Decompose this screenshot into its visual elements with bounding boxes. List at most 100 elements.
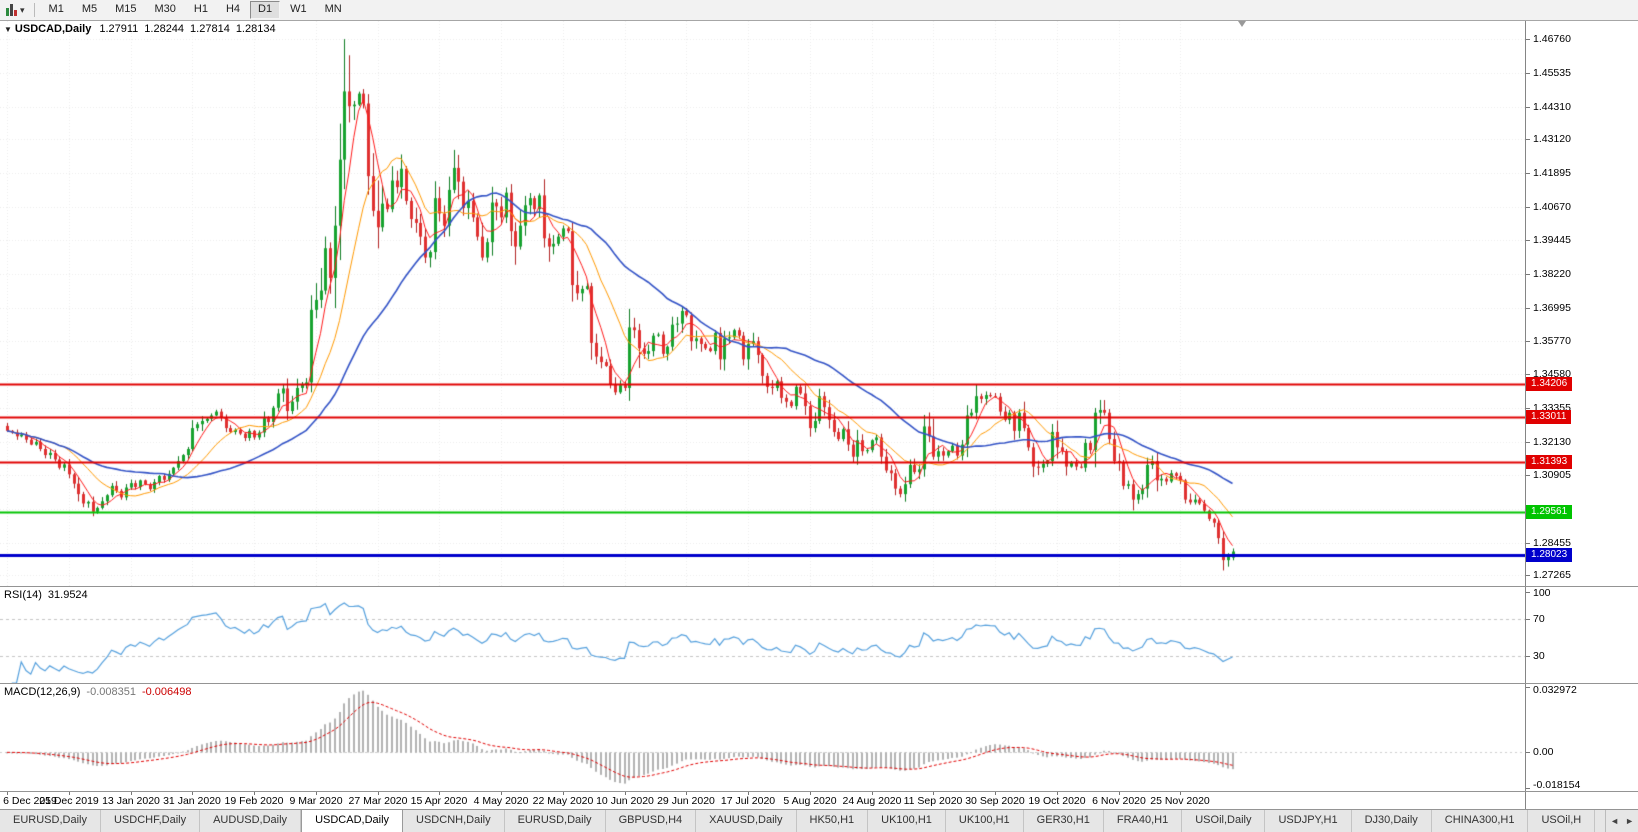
date-axis-label: 31 Jan 2020 (163, 795, 221, 807)
rsi-scale-tick (1526, 656, 1530, 657)
date-axis-tick (131, 792, 132, 795)
date-axis-label: 25 Nov 2020 (1150, 795, 1210, 807)
date-axis-tick (563, 792, 564, 795)
timeframe-button-mn[interactable]: MN (324, 3, 342, 15)
price-axis-tick (1526, 173, 1530, 174)
chart-tab-usdcad-daily[interactable]: USDCAD,Daily (301, 810, 404, 832)
date-axis-tick (1180, 792, 1181, 795)
chart-tab-usoil-h[interactable]: USOil,H (1528, 810, 1596, 832)
price-axis-tick (1526, 39, 1530, 40)
date-axis-label: 15 Apr 2020 (410, 795, 468, 807)
price-level-badge: 1.28023 (1526, 548, 1573, 562)
price-axis-tick (1526, 575, 1530, 576)
chart-tab-audusd-daily[interactable]: AUDUSD,Daily (200, 810, 302, 832)
rsi-scale-label: 70 (1533, 613, 1545, 625)
timeframe-button-w1[interactable]: W1 (290, 3, 307, 15)
price-scale[interactable]: 1.46760 1.45535 1.44310 1.43120 1.41895 1.406… (1525, 21, 1638, 586)
chart-tab-dj30-daily[interactable]: DJ30,Daily (1351, 810, 1432, 832)
macd-main-value: -0.008351 (86, 686, 136, 698)
chart-tab-usdchf-daily[interactable]: USDCHF,Daily (100, 810, 201, 832)
date-axis-label: 30 Sep 2020 (965, 795, 1025, 807)
scale-corner (1525, 792, 1638, 809)
chart-tab-eurusd-daily[interactable]: EURUSD,Daily (0, 810, 101, 832)
chart-tab-ger30-h1[interactable]: GER30,H1 (1023, 810, 1104, 832)
date-axis-label: 10 Jun 2020 (596, 795, 654, 807)
date-axis-label: 6 Dec 2019 (3, 795, 57, 807)
price-axis-tick (1526, 442, 1530, 443)
price-axis-label: 1.35770 (1533, 335, 1571, 347)
date-axis-label: 29 Jun 2020 (657, 795, 715, 807)
timeframe-button-m15[interactable]: M15 (115, 3, 137, 15)
chart-tab-uk100-h1[interactable]: UK100,H1 (945, 810, 1024, 832)
timeframe-button-m1[interactable]: M1 (48, 3, 64, 15)
chart-tab-usoil-daily[interactable]: USOil,Daily (1182, 810, 1266, 832)
tabs-scroll-left-icon[interactable]: ◄ (1610, 816, 1620, 826)
rsi-scale: 100 70 30 (1525, 587, 1638, 683)
macd-scale-label: 0.032972 (1533, 684, 1577, 696)
chart-tab-uk100-h1[interactable]: UK100,H1 (868, 810, 946, 832)
date-axis-tick (872, 792, 873, 795)
chart-type-icon[interactable] (6, 4, 17, 16)
timeframe-button-h1[interactable]: H1 (193, 3, 208, 15)
chart-tab-china300-h1[interactable]: CHINA300,H1 (1431, 810, 1529, 832)
price-axis-tick (1526, 408, 1530, 409)
rsi-indicator-panel: RSI(14) 31.9524 100 70 30 (0, 586, 1638, 683)
price-axis-label: 1.32130 (1533, 436, 1571, 448)
timeframe-button-h4[interactable]: H4 (225, 3, 241, 15)
date-axis-label: 25 Dec 2019 (39, 795, 99, 807)
price-axis-tick (1526, 207, 1530, 208)
price-axis-label: 1.41895 (1533, 167, 1571, 179)
timeframe-button-m5[interactable]: M5 (81, 3, 98, 15)
price-axis-tick (1526, 73, 1530, 74)
date-axis-label: 4 May 2020 (473, 795, 529, 807)
price-axis-label: 1.45535 (1533, 67, 1571, 79)
chart-shift-marker-icon[interactable] (1238, 21, 1246, 27)
price-axis-label: 1.46760 (1533, 33, 1571, 45)
timeframe-button-m30[interactable]: M30 (154, 3, 176, 15)
chart-tab-xauusd-daily[interactable]: XAUUSD,Daily (696, 810, 797, 832)
macd-scale-label: 0.00 (1533, 746, 1554, 758)
timeframe-buttons: M1 M5 M15 M30 H1 H4 D1 W1 MN (40, 1, 351, 19)
macd-scale-tick (1526, 752, 1530, 753)
price-axis-label: 1.36995 (1533, 302, 1571, 314)
chart-tab-hk50-h1[interactable]: HK50,H1 (796, 810, 869, 832)
chart-tab-eurusd-daily[interactable]: EURUSD,Daily (504, 810, 606, 832)
tabs-scroll-right-icon[interactable]: ► (1625, 816, 1634, 826)
date-axis-tick (254, 792, 255, 795)
ohlc-open-value: 1.27911 (99, 23, 139, 35)
macd-canvas[interactable] (0, 684, 1525, 791)
date-axis-tick (748, 792, 749, 795)
date-axis-label: 19 Oct 2020 (1028, 795, 1086, 807)
timeframe-button-d1[interactable]: D1 (250, 1, 281, 19)
date-axis-tick (1057, 792, 1058, 795)
chart-title: ▼ USDCAD,Daily 1.27911 1.28244 1.27814 1.2813… (4, 23, 282, 35)
price-axis-label: 1.39445 (1533, 234, 1571, 246)
price-level-badge: 1.33011 (1526, 410, 1572, 424)
price-axis-label: 1.28455 (1533, 537, 1571, 549)
chart-type-dropdown-icon[interactable]: ▾ (20, 4, 25, 15)
rsi-scale-tick (1526, 619, 1530, 620)
date-axis-tick (7, 792, 8, 795)
date-axis-label: 13 Jan 2020 (102, 795, 160, 807)
time-scale[interactable]: 6 Dec 2019 25 Dec 2019 13 Jan 2020 31 Jan 2… (0, 791, 1638, 809)
rsi-scale-label: 30 (1533, 650, 1545, 662)
chart-tab-usdcnh-daily[interactable]: USDCNH,Daily (403, 810, 505, 832)
chart-tab-usdjpy-h1[interactable]: USDJPY,H1 (1265, 810, 1352, 832)
chart-tab-gbpusd-h4[interactable]: GBPUSD,H4 (605, 810, 697, 832)
chart-marker-icon: ▼ (4, 25, 12, 34)
macd-signal-value: -0.006498 (141, 686, 192, 698)
date-axis-label: 22 May 2020 (532, 795, 594, 807)
price-axis-tick (1526, 341, 1530, 342)
tab-scroll-controls: ◄ ► (1605, 810, 1638, 832)
price-axis-label: 1.30905 (1533, 469, 1571, 481)
main-chart-canvas[interactable] (0, 21, 1525, 586)
price-level-badge: 1.31393 (1526, 455, 1573, 469)
chart-tab-fra40-h1[interactable]: FRA40,H1 (1103, 810, 1183, 832)
chart-tabs-bar: EURUSD,Daily USDCHF,Daily AUDUSD,Daily USDC… (0, 809, 1638, 832)
chart-tab-list: EURUSD,Daily USDCHF,Daily AUDUSD,Daily USDC… (0, 810, 1638, 832)
rsi-name: RSI(14) (4, 589, 42, 601)
rsi-canvas[interactable] (0, 587, 1525, 683)
price-axis-tick (1526, 374, 1530, 375)
date-axis-tick (810, 792, 811, 795)
